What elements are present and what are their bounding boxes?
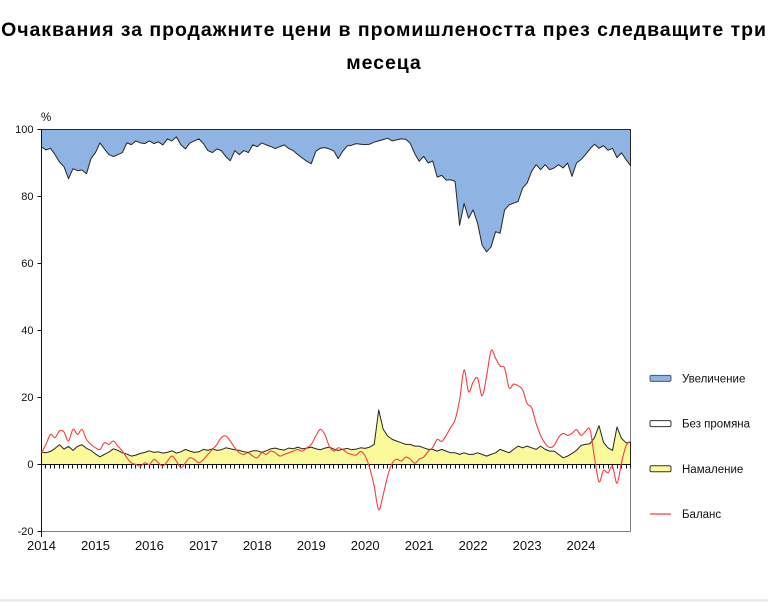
svg-text:Без промяна: Без промяна bbox=[682, 419, 751, 431]
svg-text:месеца: месеца bbox=[346, 52, 421, 74]
svg-text:2018: 2018 bbox=[243, 538, 272, 553]
svg-text:40: 40 bbox=[21, 325, 33, 337]
svg-text:0: 0 bbox=[27, 459, 33, 471]
svg-text:2023: 2023 bbox=[513, 538, 542, 553]
svg-text:20: 20 bbox=[21, 392, 33, 404]
svg-text:2015: 2015 bbox=[81, 538, 110, 553]
svg-text:2024: 2024 bbox=[567, 538, 596, 553]
svg-text:2019: 2019 bbox=[297, 538, 326, 553]
svg-text:2021: 2021 bbox=[405, 538, 434, 553]
svg-text:Баланс: Баланс bbox=[682, 509, 721, 521]
svg-text:100: 100 bbox=[15, 124, 33, 136]
svg-text:2016: 2016 bbox=[135, 538, 164, 553]
svg-text:2017: 2017 bbox=[189, 538, 218, 553]
svg-text:Очаквания за продажните цени в: Очаквания за продажните цени в промишлен… bbox=[1, 19, 767, 41]
svg-text:Намаление: Намаление bbox=[682, 464, 743, 476]
svg-text:2020: 2020 bbox=[351, 538, 380, 553]
svg-text:2014: 2014 bbox=[27, 538, 56, 553]
svg-text:60: 60 bbox=[21, 258, 33, 270]
svg-text:-20: -20 bbox=[18, 526, 34, 538]
svg-text:2022: 2022 bbox=[459, 538, 488, 553]
svg-text:80: 80 bbox=[21, 191, 33, 203]
svg-text:%: % bbox=[41, 112, 51, 124]
svg-text:Увеличение: Увеличение bbox=[682, 373, 745, 385]
